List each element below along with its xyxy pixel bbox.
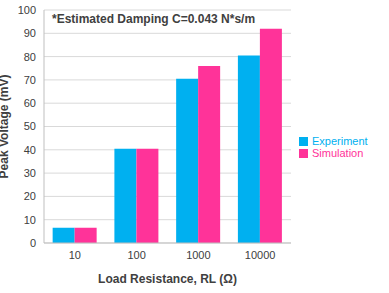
svg-text:100: 100 <box>127 249 145 261</box>
svg-text:40: 40 <box>24 144 36 156</box>
svg-text:80: 80 <box>24 51 36 63</box>
svg-text:70: 70 <box>24 74 36 86</box>
svg-text:60: 60 <box>24 97 36 109</box>
svg-text:Peak Voltage (mV): Peak Voltage (mV) <box>8 75 11 179</box>
svg-text:100: 100 <box>18 4 36 16</box>
svg-text:Load Resistance, RL (Ω): Load Resistance, RL (Ω) <box>98 272 237 286</box>
svg-text:90: 90 <box>24 27 36 39</box>
svg-text:10000: 10000 <box>245 249 276 261</box>
html-text:Experiment: Experiment <box>312 134 368 147</box>
svg-text:20: 20 <box>24 190 36 202</box>
svg-text:1000: 1000 <box>186 249 210 261</box>
svg-text:10: 10 <box>69 249 81 261</box>
html-text:Simulation: Simulation <box>312 146 364 159</box>
svg-text:30: 30 <box>24 167 36 179</box>
svg-text:10: 10 <box>24 214 36 226</box>
html-text:*Estimated Damping C=0.043 N*s: *Estimated Damping C=0.043 N*s/m <box>52 12 256 26</box>
svg-text:50: 50 <box>24 120 36 132</box>
svg-text:0: 0 <box>30 237 36 249</box>
